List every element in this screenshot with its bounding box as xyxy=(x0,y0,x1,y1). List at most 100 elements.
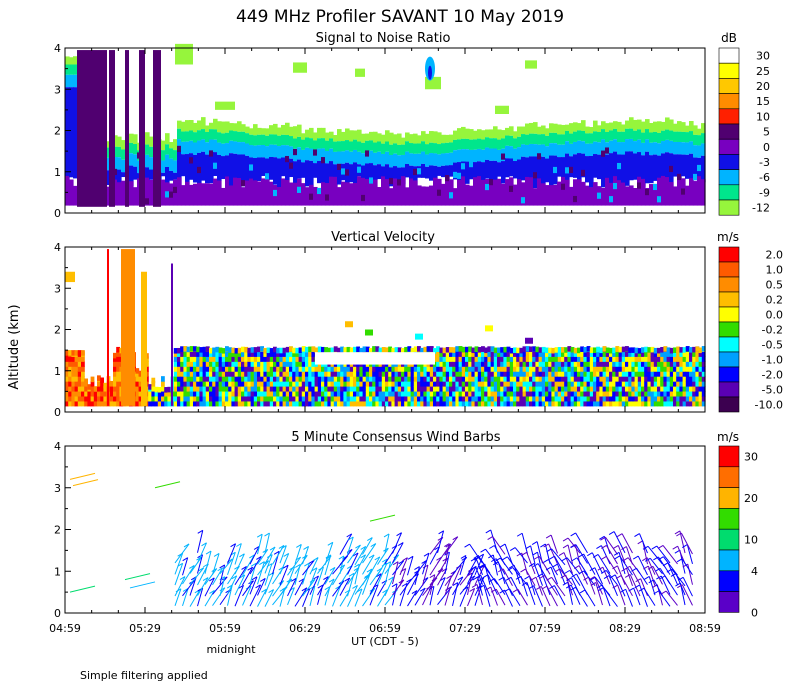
colorbar-label: -0.5 xyxy=(762,339,783,352)
vv-cell xyxy=(557,371,562,377)
vv-cell xyxy=(324,381,328,387)
vv-cell xyxy=(212,400,216,407)
altitude-tick-label: 1 xyxy=(54,166,61,179)
vv-cell xyxy=(497,400,501,407)
vv-cell xyxy=(493,351,498,357)
vv-cell xyxy=(673,351,677,357)
vv-cell xyxy=(660,390,664,397)
vv-cell xyxy=(282,351,287,357)
vv-cell xyxy=(564,351,568,357)
vv-cell xyxy=(289,361,293,367)
vv-cell xyxy=(525,376,530,382)
snr-cell xyxy=(665,139,670,153)
snr-cell xyxy=(337,151,342,164)
vv-cell xyxy=(372,386,376,392)
vv-cell xyxy=(228,381,232,387)
snr-cell xyxy=(349,183,354,206)
vv-cell xyxy=(548,381,552,387)
vv-cell xyxy=(413,376,418,382)
vv-cell xyxy=(561,351,565,357)
vv-cell xyxy=(74,350,79,356)
wind-barb-flag xyxy=(499,543,506,548)
wind-barb xyxy=(619,555,633,576)
wind-barb xyxy=(249,576,258,595)
vv-cell xyxy=(241,371,245,377)
wind-barb-flag xyxy=(570,586,576,591)
vv-cell xyxy=(433,386,437,392)
snr-cell xyxy=(365,178,370,206)
vv-cell xyxy=(417,395,421,402)
vv-cell xyxy=(503,361,508,367)
vv-cell xyxy=(333,366,338,372)
vv-cell xyxy=(625,381,629,387)
vv-cell xyxy=(404,395,408,402)
vv-cell xyxy=(487,346,492,352)
vv-cell xyxy=(644,371,648,377)
vv-cell xyxy=(186,400,191,407)
vv-cell xyxy=(570,395,575,402)
vv-cell xyxy=(497,351,501,357)
vv-cell xyxy=(356,386,360,392)
vv-cell xyxy=(634,351,639,357)
snr-cell xyxy=(413,180,418,206)
vv-cell xyxy=(570,351,575,357)
snr-cell xyxy=(453,150,458,163)
vv-cell xyxy=(237,381,242,387)
snr-cell xyxy=(665,129,670,140)
snr-cell xyxy=(257,181,262,206)
vv-cell xyxy=(305,346,309,353)
vv-cell xyxy=(241,395,245,402)
wind-barb-flag xyxy=(587,552,593,557)
wind-barb-flag xyxy=(346,533,352,538)
colorbar-label: 2.0 xyxy=(766,249,784,262)
snr-cell xyxy=(397,144,402,156)
snr-cell xyxy=(165,144,170,155)
snr-cell xyxy=(373,152,378,166)
snr-cell xyxy=(625,151,630,186)
vv-cell xyxy=(113,366,117,372)
snr-cell xyxy=(341,131,346,142)
wind-barb xyxy=(437,577,446,596)
snr-cell xyxy=(317,160,322,184)
vv-cell xyxy=(449,386,453,392)
wind-barb-flag xyxy=(268,589,274,593)
wind-barb-flag xyxy=(601,555,607,560)
wind-barb xyxy=(621,533,633,554)
vv-cell xyxy=(68,381,72,387)
vv-cell xyxy=(650,371,655,377)
vv-cell xyxy=(647,371,652,377)
snr-cell xyxy=(549,123,554,133)
vv-cell xyxy=(394,400,399,407)
snr-cell xyxy=(173,160,178,173)
snr-cell xyxy=(585,143,590,157)
snr-cell xyxy=(461,149,466,162)
wind-barb xyxy=(459,555,467,576)
vv-cell xyxy=(269,400,274,407)
vv-cell xyxy=(692,386,696,392)
vv-cell xyxy=(154,390,159,397)
vv-cell xyxy=(529,366,533,372)
vv-cell xyxy=(317,386,322,392)
vv-cell xyxy=(221,376,226,382)
vv-cell xyxy=(113,390,117,397)
vv-cell xyxy=(148,390,152,397)
colorbar-swatch xyxy=(718,487,740,509)
vv-cell xyxy=(209,390,213,397)
wind-barb-flag xyxy=(487,536,493,540)
vv-cell xyxy=(74,390,79,397)
snr-cell xyxy=(561,176,566,206)
vv-cell xyxy=(436,356,440,362)
vv-cell xyxy=(660,376,664,382)
vv-cell xyxy=(186,351,191,357)
snr-cell xyxy=(245,143,250,156)
snr-cell xyxy=(541,125,546,135)
snr-cell xyxy=(401,167,406,185)
wind-barb xyxy=(652,566,663,585)
vv-cell xyxy=(301,395,306,402)
wind-barb-flag xyxy=(352,552,359,557)
wind-barb xyxy=(444,552,450,575)
vv-cell xyxy=(369,347,373,354)
vv-cell xyxy=(532,400,536,407)
vv-cell xyxy=(519,356,524,362)
vv-cell xyxy=(215,386,220,392)
